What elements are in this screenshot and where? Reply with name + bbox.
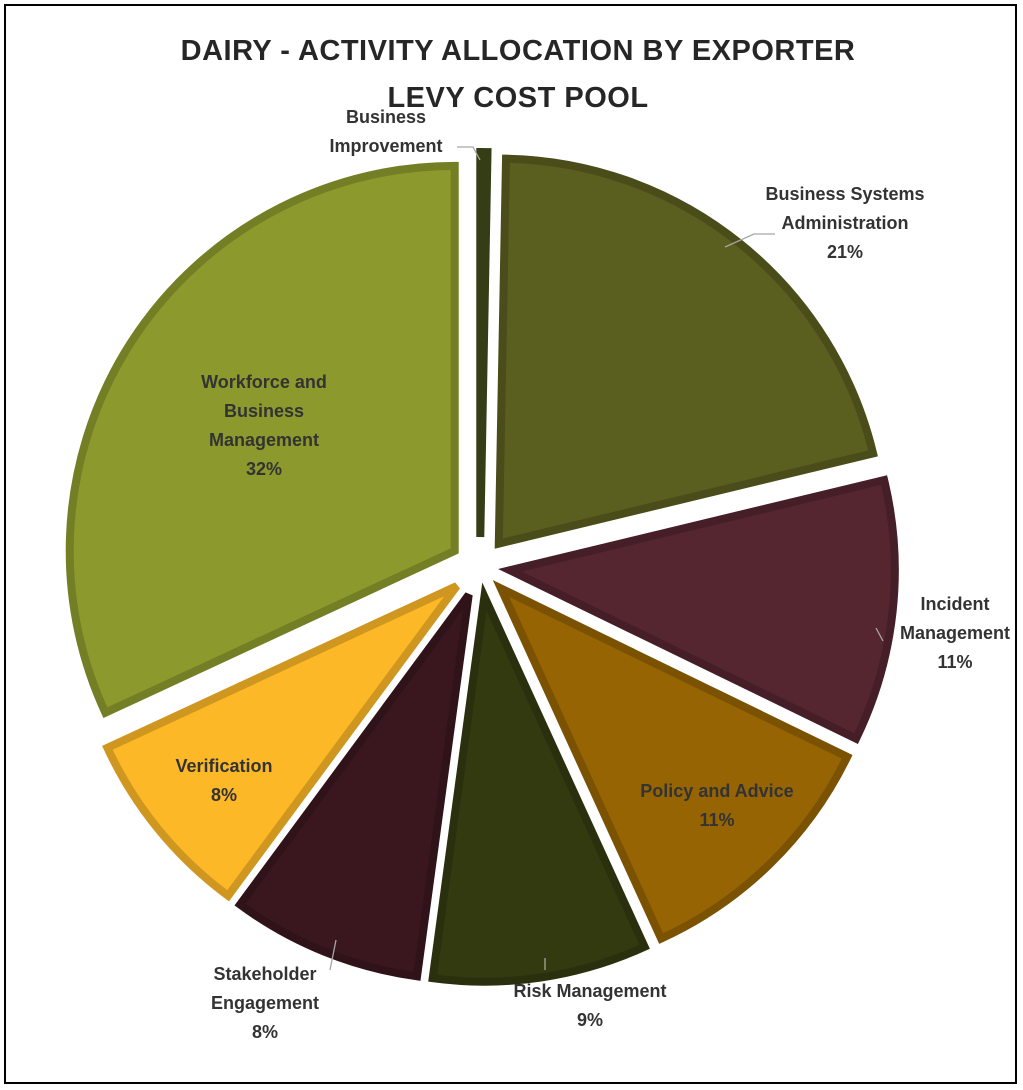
pie-slice-risk-management [428,582,650,986]
label-leader-lines [329,146,884,971]
slice-label-business-systems-administration: Business Systems Administration 21% [765,184,924,262]
pie-slice-incident-management [498,475,899,744]
pie-slices [65,148,899,986]
pie-slice-workforce-and-business-management [65,161,459,718]
slice-labels: Business Improvement Business Systems Admin… [175,107,1010,1042]
slice-label-risk-management: Risk Management 9% [513,981,666,1030]
chart-title-line-1: DAIRY - ACTIVITY ALLOCATION BY EXPORTER [181,35,856,67]
pie-slice-policy-and-advice [492,579,853,944]
slice-label-business-improvement: Business Improvement [329,107,442,156]
slice-label-policy-and-advice: Policy and Advice 11% [640,781,793,830]
leader-line-business-systems-administration [724,233,775,248]
pie-slice-verification [102,582,460,902]
pie-slice-business-improvement [476,148,492,538]
leader-line-stakeholder-engagement [329,939,337,971]
slice-label-workforce-and-business-management: Workforce and Business Management 32% [201,372,327,479]
pie-slice-stakeholder-engagement [234,592,473,981]
leader-line-business-improvement [457,146,481,161]
slice-label-incident-management: Incident Management 11% [900,594,1010,672]
slice-label-stakeholder-engagement: Stakeholder Engagement 8% [211,964,319,1042]
slice-label-verification: Verification 8% [175,756,272,805]
chart-title-line-2: LEVY COST POOL [387,82,648,114]
pie-slice-business-systems-administration [494,154,878,549]
leader-line-incident-management [875,627,884,642]
